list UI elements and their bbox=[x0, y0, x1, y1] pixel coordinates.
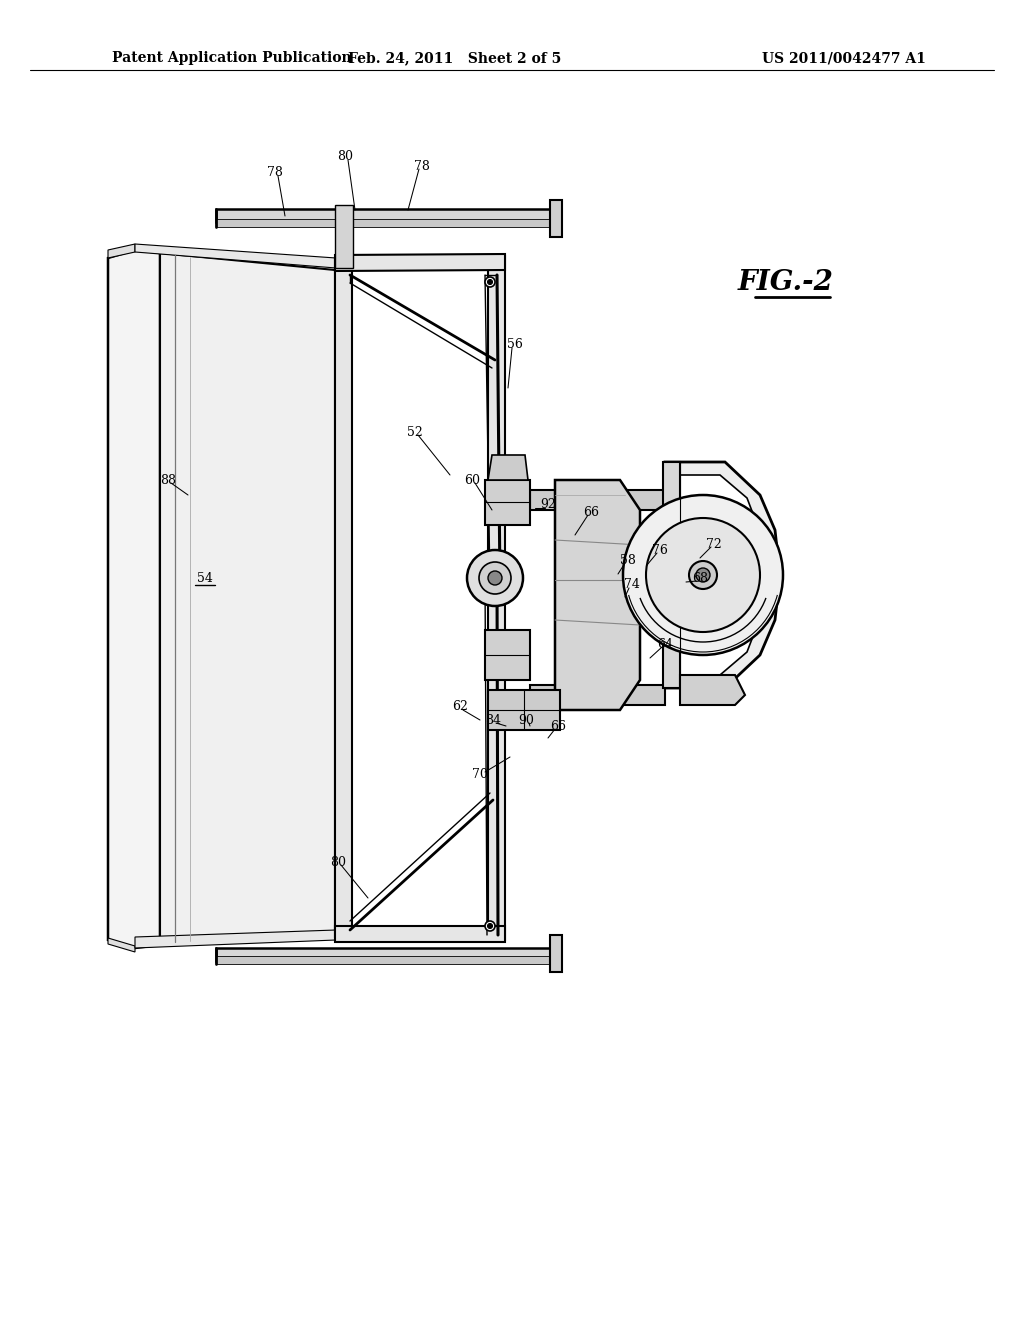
Text: Patent Application Publication: Patent Application Publication bbox=[112, 51, 351, 65]
Polygon shape bbox=[665, 475, 765, 675]
Polygon shape bbox=[663, 462, 680, 688]
Text: 66: 66 bbox=[583, 506, 599, 519]
Text: 64: 64 bbox=[657, 638, 673, 651]
Polygon shape bbox=[335, 253, 505, 271]
Text: US 2011/0042477 A1: US 2011/0042477 A1 bbox=[762, 51, 926, 65]
Text: 60: 60 bbox=[464, 474, 480, 487]
Polygon shape bbox=[216, 956, 558, 964]
Circle shape bbox=[623, 495, 783, 655]
Text: 68: 68 bbox=[692, 572, 708, 585]
Text: 62: 62 bbox=[452, 701, 468, 714]
Polygon shape bbox=[530, 685, 665, 705]
Circle shape bbox=[488, 572, 502, 585]
Text: 78: 78 bbox=[267, 166, 283, 180]
Polygon shape bbox=[335, 205, 353, 268]
Text: 58: 58 bbox=[621, 553, 636, 566]
Polygon shape bbox=[488, 256, 505, 940]
Text: 52: 52 bbox=[408, 425, 423, 438]
Text: 90: 90 bbox=[518, 714, 534, 726]
Polygon shape bbox=[488, 690, 560, 730]
Text: FIG.-2: FIG.-2 bbox=[738, 269, 834, 297]
Circle shape bbox=[485, 277, 495, 286]
Polygon shape bbox=[530, 490, 665, 510]
Text: 78: 78 bbox=[414, 160, 430, 173]
Circle shape bbox=[467, 550, 523, 606]
Text: 88: 88 bbox=[160, 474, 176, 487]
Text: 66: 66 bbox=[550, 719, 566, 733]
Polygon shape bbox=[135, 931, 336, 948]
Polygon shape bbox=[680, 675, 745, 705]
Polygon shape bbox=[485, 630, 530, 680]
Polygon shape bbox=[335, 927, 505, 942]
Text: 70: 70 bbox=[472, 768, 488, 781]
Polygon shape bbox=[216, 948, 558, 961]
Polygon shape bbox=[160, 253, 335, 945]
Polygon shape bbox=[665, 462, 780, 688]
Polygon shape bbox=[108, 939, 135, 952]
Polygon shape bbox=[488, 455, 528, 480]
Circle shape bbox=[487, 924, 493, 928]
Text: 80: 80 bbox=[330, 855, 346, 869]
Text: 74: 74 bbox=[624, 578, 640, 591]
Polygon shape bbox=[335, 257, 352, 939]
Text: 76: 76 bbox=[652, 544, 668, 557]
Text: 84: 84 bbox=[485, 714, 501, 726]
Circle shape bbox=[485, 921, 495, 931]
Polygon shape bbox=[216, 209, 558, 222]
Text: 72: 72 bbox=[707, 537, 722, 550]
Circle shape bbox=[487, 280, 493, 285]
Text: Feb. 24, 2011   Sheet 2 of 5: Feb. 24, 2011 Sheet 2 of 5 bbox=[348, 51, 561, 65]
Text: 92: 92 bbox=[540, 499, 556, 511]
Polygon shape bbox=[555, 480, 640, 710]
Text: 56: 56 bbox=[507, 338, 523, 351]
Circle shape bbox=[689, 561, 717, 589]
Circle shape bbox=[646, 517, 760, 632]
Polygon shape bbox=[216, 219, 558, 227]
Polygon shape bbox=[485, 480, 530, 525]
Text: 54: 54 bbox=[197, 572, 213, 585]
Polygon shape bbox=[550, 201, 562, 238]
Polygon shape bbox=[108, 249, 160, 948]
Polygon shape bbox=[550, 935, 562, 972]
Polygon shape bbox=[135, 244, 336, 268]
Polygon shape bbox=[108, 244, 135, 257]
Circle shape bbox=[696, 568, 710, 582]
Circle shape bbox=[479, 562, 511, 594]
Text: 80: 80 bbox=[337, 150, 353, 164]
